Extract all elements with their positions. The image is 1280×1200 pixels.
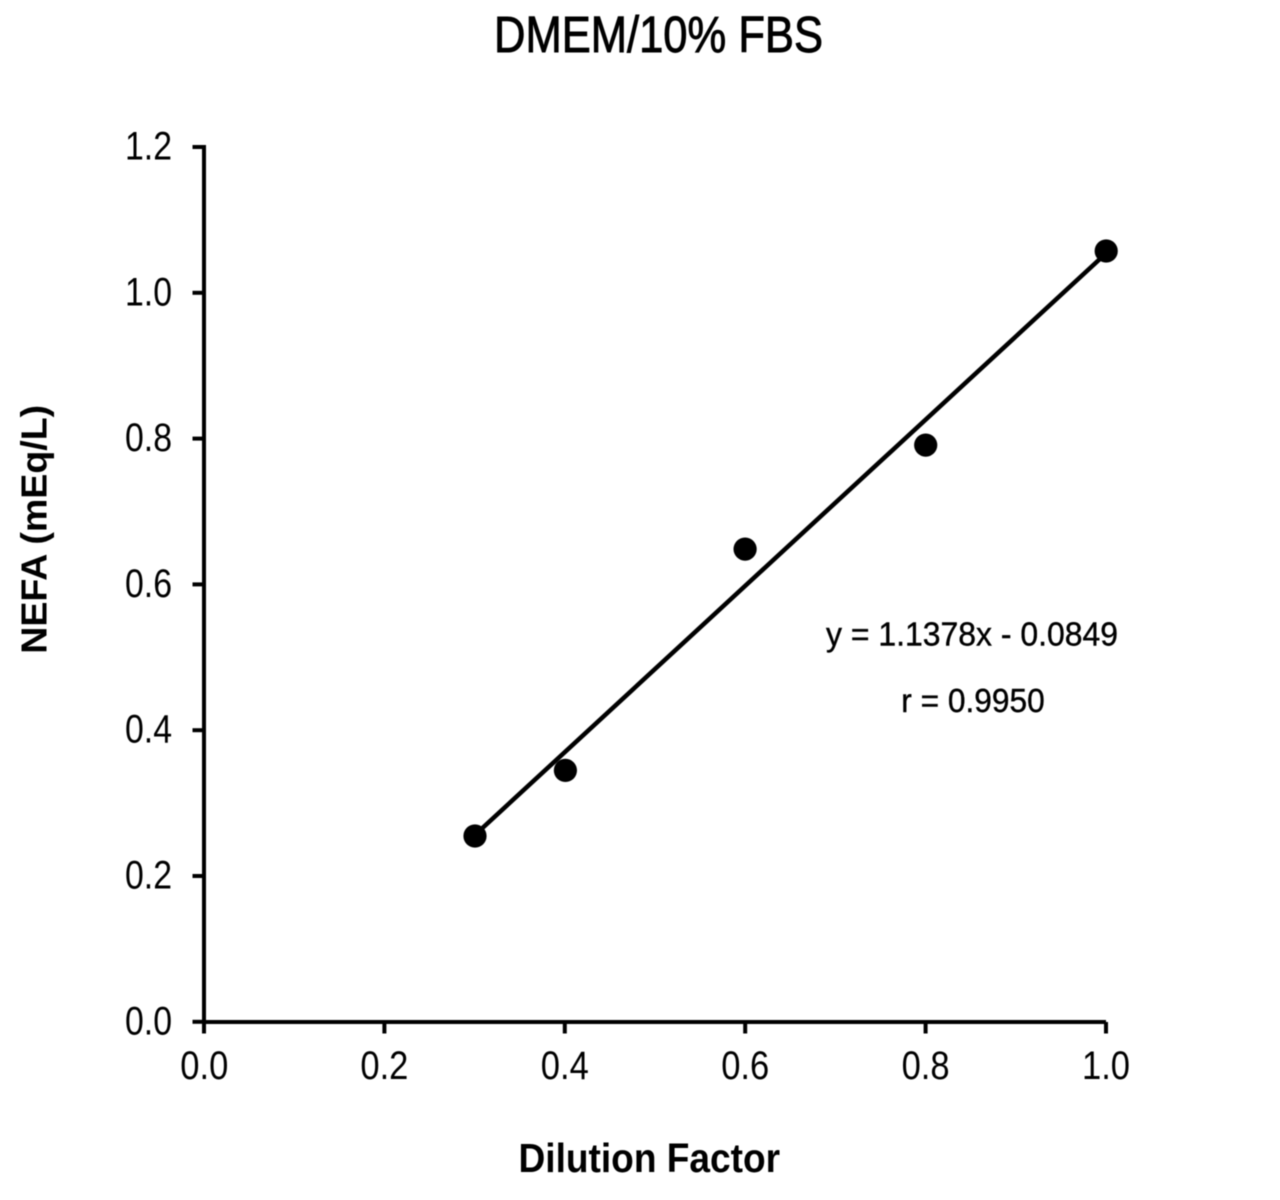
- svg-text:0.6: 0.6: [125, 562, 172, 606]
- svg-text:r = 0.9950: r = 0.9950: [901, 683, 1044, 720]
- svg-text:Dilution Factor: Dilution Factor: [519, 1135, 781, 1181]
- svg-text:NEFA (mEq/L): NEFA (mEq/L): [14, 405, 55, 654]
- svg-text:0.0: 0.0: [180, 1044, 228, 1088]
- svg-text:0.6: 0.6: [721, 1044, 769, 1088]
- svg-text:y = 1.1378x - 0.0849: y = 1.1378x - 0.0849: [826, 617, 1118, 654]
- svg-text:1.0: 1.0: [1082, 1044, 1130, 1088]
- svg-text:0.4: 0.4: [125, 708, 172, 752]
- svg-text:0.8: 0.8: [902, 1044, 950, 1088]
- svg-text:DMEM/10% FBS: DMEM/10% FBS: [494, 6, 823, 63]
- svg-text:0.8: 0.8: [125, 416, 172, 460]
- svg-text:0.0: 0.0: [125, 999, 172, 1043]
- svg-text:0.2: 0.2: [360, 1044, 408, 1088]
- svg-text:0.2: 0.2: [125, 854, 172, 898]
- svg-text:1.0: 1.0: [125, 270, 172, 314]
- svg-text:0.4: 0.4: [541, 1044, 589, 1088]
- svg-text:1.2: 1.2: [125, 125, 172, 169]
